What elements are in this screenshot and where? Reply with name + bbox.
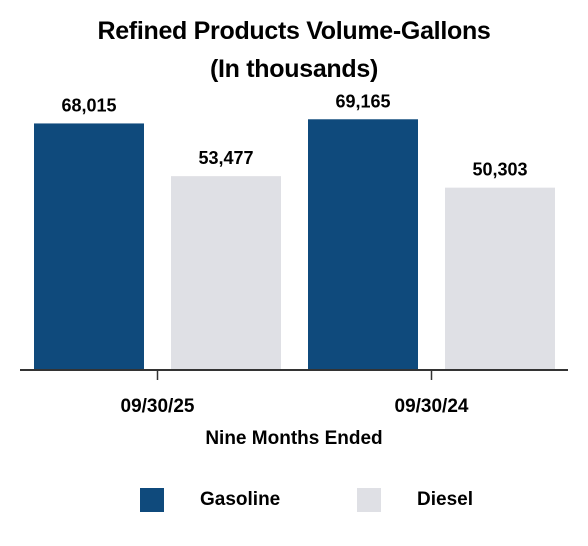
legend-item-diesel: Diesel [357,488,473,512]
chart-subtitle: (In thousands) [209,55,378,83]
legend-label-gasoline: Gasoline [200,489,281,510]
x-tick-label-1: 09/30/25 [121,396,195,417]
data-label-gasoline-1: 68,015 [61,95,116,115]
legend-item-gasoline: Gasoline [140,488,280,512]
data-label-gasoline-2: 69,165 [335,91,390,111]
x-tick-label-2: 09/30/24 [395,396,469,417]
legend-swatch-diesel [357,488,381,512]
data-label-diesel-1: 53,477 [198,148,253,168]
chart-title: Refined Products Volume-Gallons [97,17,491,45]
x-axis-title: Nine Months Ended [205,428,383,449]
bar-diesel-1 [171,176,281,370]
data-label-diesel-2: 50,303 [472,160,527,180]
bar-gasoline-1 [34,123,144,371]
legend-swatch-gasoline [140,488,164,512]
legend-label-diesel: Diesel [417,489,473,510]
bar-gasoline-2 [308,119,418,370]
bar-diesel-2 [445,187,555,370]
